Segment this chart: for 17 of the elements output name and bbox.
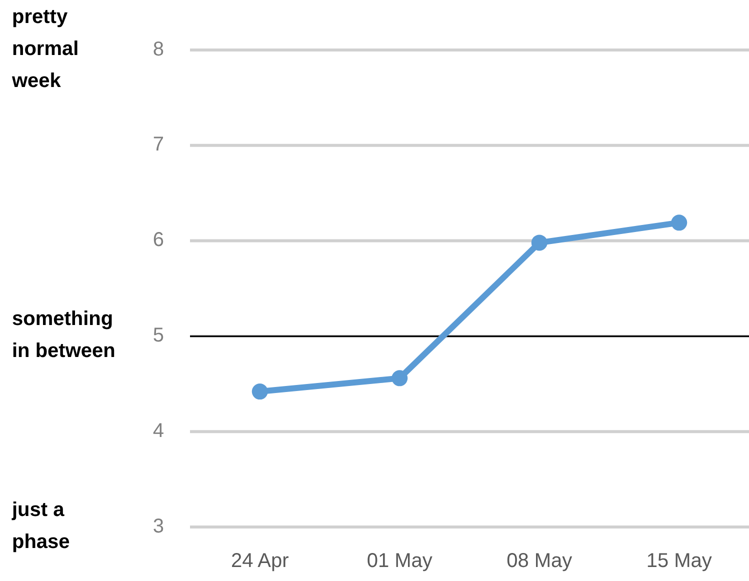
point [531,234,548,251]
x-tick-label: 15 May [646,550,712,572]
y-tick-label: 3 [152,515,164,538]
text: pretty normal week [11,6,79,92]
y-tick-label: 7 [152,134,164,156]
x-tick-label: 01 May [366,550,432,572]
y-tick-label: 8 [152,38,164,60]
x-tick-label: 08 May [506,550,572,572]
y-tick-label: 4 [152,420,164,442]
point [252,384,268,400]
point [392,370,408,386]
y-tick-label: 6 [152,229,164,252]
ref-line-label: something in between [12,308,116,362]
y-tick-label: 5 [152,324,164,346]
point [671,214,688,231]
x-tick-label: 24 Apr [230,550,290,572]
text: just a phase [11,499,70,554]
